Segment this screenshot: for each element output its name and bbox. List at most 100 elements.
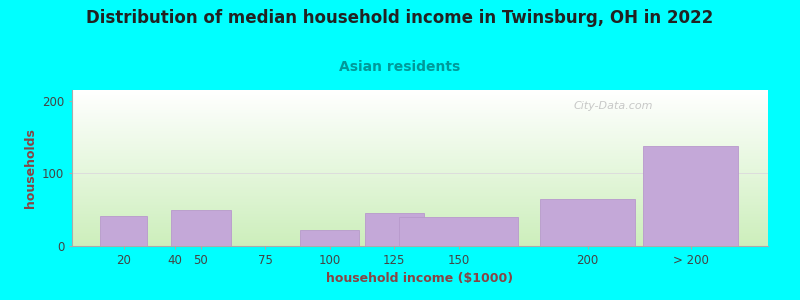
Bar: [72, 243, 768, 244]
Text: City-Data.com: City-Data.com: [573, 101, 653, 111]
Bar: [72, 201, 768, 202]
Bar: [72, 221, 768, 222]
Bar: [72, 146, 768, 147]
Bar: [72, 147, 768, 148]
Bar: [72, 165, 768, 166]
Bar: [72, 162, 768, 163]
Bar: [72, 204, 768, 205]
Bar: [72, 183, 768, 184]
Bar: [72, 200, 768, 201]
Bar: [72, 233, 768, 234]
Bar: [72, 185, 768, 186]
Bar: [72, 206, 768, 207]
Bar: [72, 194, 768, 195]
Bar: [72, 179, 768, 180]
X-axis label: household income ($1000): household income ($1000): [326, 272, 514, 285]
Bar: [72, 166, 768, 167]
Bar: [72, 190, 768, 191]
Bar: [72, 131, 768, 132]
Bar: [72, 100, 768, 101]
Bar: [72, 207, 768, 208]
Bar: [72, 186, 768, 187]
Bar: [72, 128, 768, 129]
Bar: [72, 148, 768, 149]
Bar: [72, 242, 768, 243]
Text: Distribution of median household income in Twinsburg, OH in 2022: Distribution of median household income …: [86, 9, 714, 27]
Bar: [72, 240, 768, 241]
Bar: [72, 143, 768, 144]
Bar: [72, 224, 768, 225]
Bar: [72, 154, 768, 155]
Bar: [72, 126, 768, 127]
Bar: [72, 110, 768, 111]
Bar: [72, 191, 768, 192]
Bar: [72, 230, 768, 231]
Bar: [72, 141, 768, 142]
Bar: [72, 171, 768, 172]
Bar: [72, 129, 768, 130]
Bar: [72, 211, 768, 212]
Text: Asian residents: Asian residents: [339, 60, 461, 74]
Bar: [72, 170, 768, 171]
Bar: [72, 104, 768, 105]
Bar: [72, 238, 768, 239]
Bar: [72, 90, 768, 91]
Bar: [72, 101, 768, 102]
Bar: [72, 98, 768, 99]
Bar: [72, 231, 768, 232]
Bar: [72, 187, 768, 188]
Bar: [72, 151, 768, 152]
Bar: [399, 217, 518, 246]
Bar: [72, 125, 768, 126]
Bar: [72, 118, 768, 119]
Bar: [72, 178, 768, 179]
Bar: [72, 117, 768, 118]
Bar: [72, 150, 768, 151]
Bar: [72, 241, 768, 242]
Bar: [72, 196, 768, 197]
Bar: [72, 134, 768, 135]
Bar: [72, 105, 768, 106]
Bar: [72, 160, 768, 161]
Bar: [72, 195, 768, 196]
Bar: [72, 210, 768, 211]
Bar: [72, 122, 768, 123]
Bar: [72, 91, 768, 92]
Bar: [72, 94, 768, 95]
Bar: [72, 168, 768, 169]
Bar: [72, 223, 768, 224]
Bar: [72, 133, 768, 134]
Bar: [72, 197, 768, 198]
Y-axis label: households: households: [23, 128, 37, 208]
Bar: [72, 239, 768, 240]
Bar: [72, 92, 768, 93]
Bar: [72, 193, 768, 194]
Bar: [72, 96, 768, 97]
Bar: [72, 208, 768, 209]
Bar: [72, 142, 768, 143]
Bar: [72, 192, 768, 193]
Bar: [72, 107, 768, 108]
Bar: [72, 245, 768, 246]
Bar: [72, 130, 768, 131]
Bar: [72, 136, 768, 137]
Bar: [72, 169, 768, 170]
Bar: [72, 175, 768, 176]
Bar: [72, 149, 768, 150]
Bar: [72, 138, 768, 139]
Bar: [72, 222, 768, 223]
Bar: [72, 156, 768, 157]
Bar: [72, 137, 768, 138]
Bar: [72, 139, 768, 140]
Bar: [72, 203, 768, 204]
Bar: [72, 144, 768, 145]
Bar: [72, 244, 768, 245]
Bar: [72, 225, 768, 226]
Bar: [72, 159, 768, 160]
Bar: [72, 103, 768, 104]
Bar: [72, 120, 768, 121]
Bar: [72, 202, 768, 203]
Bar: [100, 215, 147, 246]
Bar: [72, 229, 768, 230]
Bar: [72, 114, 768, 115]
